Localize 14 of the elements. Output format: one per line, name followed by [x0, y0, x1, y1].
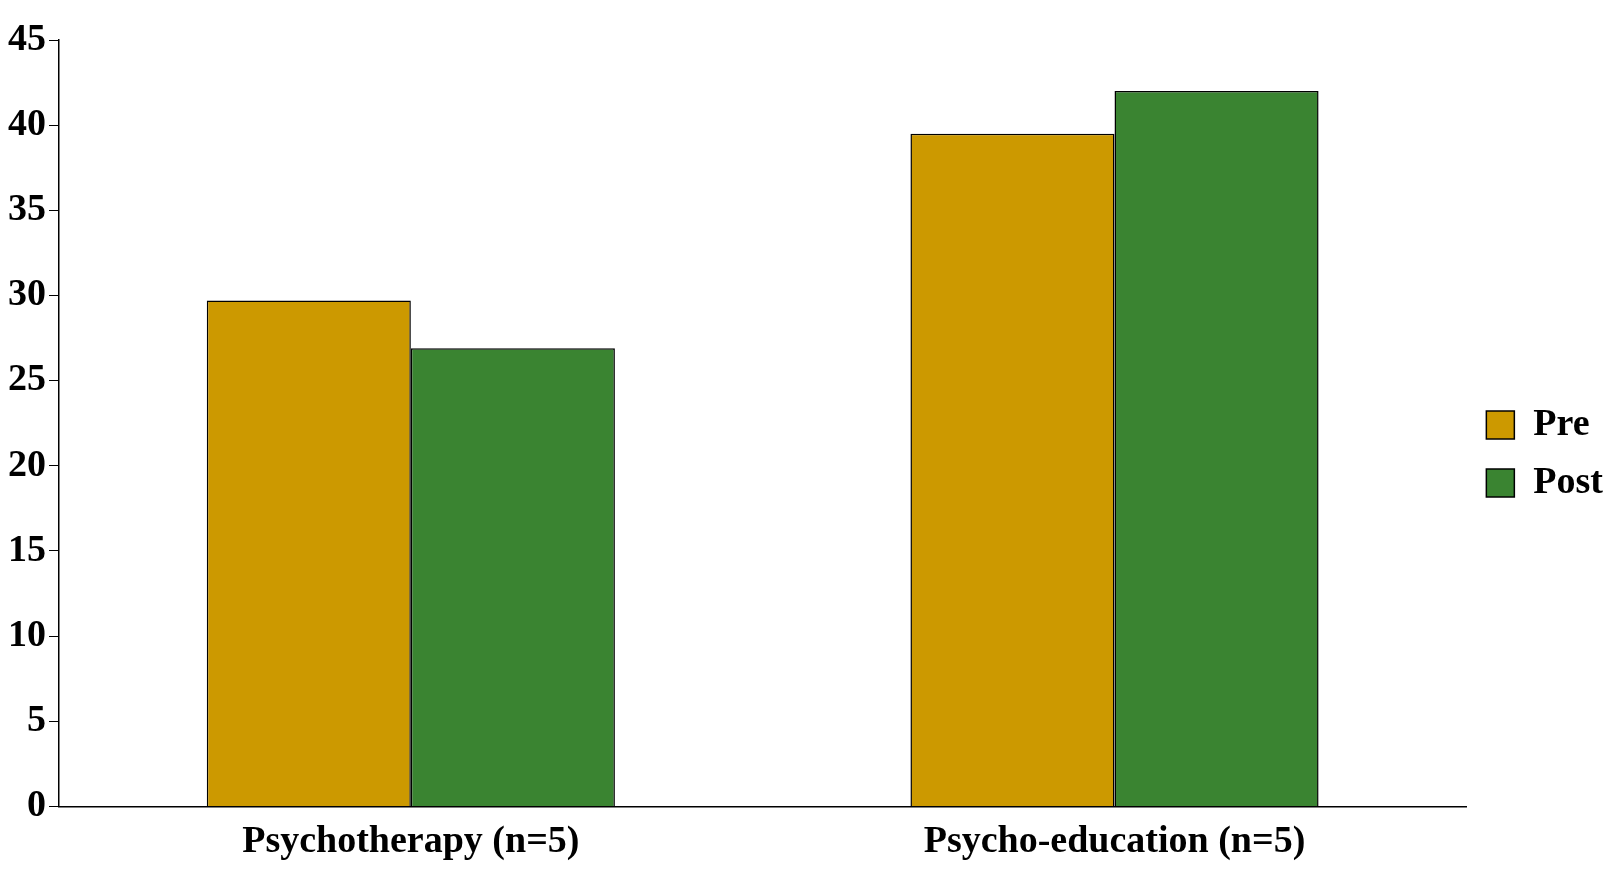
y-tick-label: 10 [8, 611, 46, 654]
y-tick-label: 45 [8, 15, 46, 58]
y-tick-label: 20 [8, 441, 46, 484]
legend-label: Pre [1533, 400, 1590, 443]
y-tick-label: 0 [27, 782, 46, 825]
y-tick-label: 40 [8, 100, 46, 143]
x-tick-label: Psychotherapy (n=5) [242, 818, 580, 862]
y-tick-label: 30 [8, 271, 46, 314]
x-tick-label: Psycho-education (n=5) [923, 818, 1306, 862]
y-tick-label: 25 [8, 356, 46, 399]
y-tick-label: 15 [8, 526, 46, 569]
y-tick-label: 35 [8, 186, 46, 229]
y-tick-label: 5 [27, 697, 46, 740]
legend-label: Post [1533, 458, 1604, 501]
